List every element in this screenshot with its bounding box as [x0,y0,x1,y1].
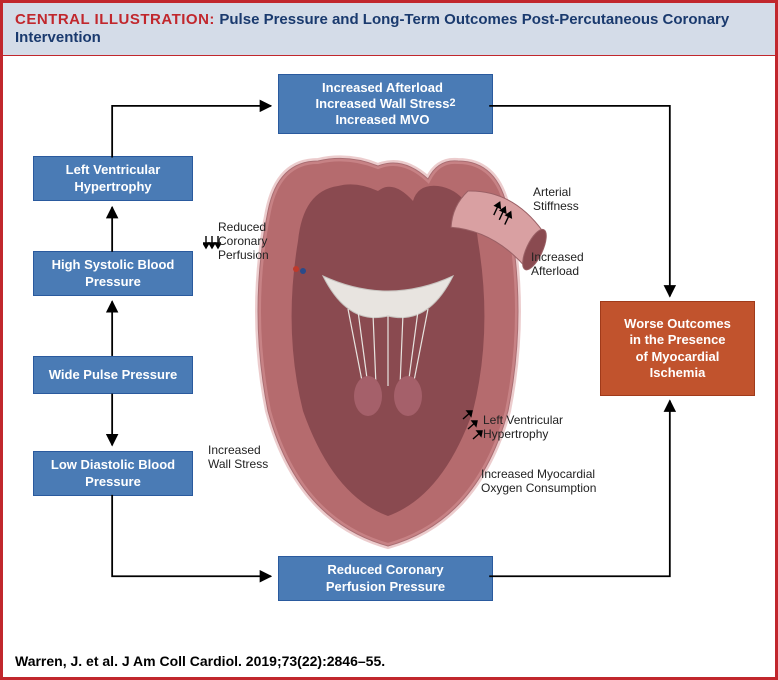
label-afterload2: IncreasedAfterload [531,251,584,279]
box-lvh: Left VentricularHypertrophy [33,156,193,201]
header-bar: CENTRAL ILLUSTRATION: Pulse Pressure and… [3,3,775,56]
citation-text: Warren, J. et al. J Am Coll Cardiol. 201… [15,653,385,669]
illustration-frame: CENTRAL ILLUSTRATION: Pulse Pressure and… [0,0,778,680]
label-stiffness: ArterialStiffness [533,186,579,214]
label-wall: IncreasedWall Stress [208,444,268,472]
label-lvh2: Left VentricularHypertrophy [483,414,563,442]
label-coronary: ReducedCoronaryPerfusion [218,221,269,262]
label-mvo2: Increased MyocardialOxygen Consumption [481,468,596,496]
diagram-canvas: Increased AfterloadIncreased Wall Stress… [3,56,775,641]
box-sbp: High Systolic BloodPressure [33,251,193,296]
header-prefix: CENTRAL ILLUSTRATION: [15,11,215,28]
box-perfusion: Reduced CoronaryPerfusion Pressure [278,556,493,601]
box-dbp: Low Diastolic BloodPressure [33,451,193,496]
box-pp: Wide Pulse Pressure [33,356,193,394]
box-outcome: Worse Outcomesin the Presenceof Myocardi… [600,301,755,396]
box-afterload: Increased AfterloadIncreased Wall Stress… [278,74,493,134]
